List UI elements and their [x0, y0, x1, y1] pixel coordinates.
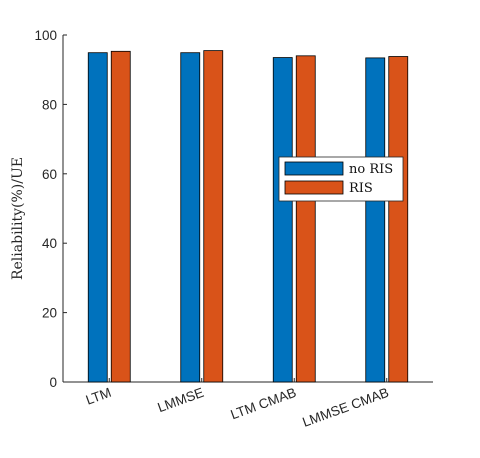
bar-ris	[110, 50, 131, 383]
bars	[87, 50, 409, 383]
bar-ris	[203, 50, 224, 383]
y-tick-label: 60	[42, 167, 57, 182]
legend-swatch	[284, 161, 344, 176]
y-tick-label: 20	[42, 306, 57, 321]
legend: no RIS RIS	[278, 156, 404, 202]
y-tick-label: 80	[42, 97, 57, 112]
y-axis-label: Reliability(%)/UE	[10, 157, 26, 280]
y-tick-label: 100	[34, 28, 57, 43]
legend-entry-label: RIS	[349, 181, 373, 196]
y-tick-label: 0	[49, 375, 57, 390]
bar-no-ris	[87, 52, 108, 383]
bar-ris	[295, 55, 316, 383]
bar-no-ris	[180, 52, 201, 383]
y-ticks: 0 20 40 60 80 100	[34, 28, 67, 390]
legend-entry-label: no RIS	[349, 162, 393, 177]
bar-no-ris	[272, 57, 293, 383]
y-tick-label: 40	[42, 236, 57, 251]
x-tick-label: LMMSE CMAB	[300, 385, 390, 430]
bar-ris	[388, 56, 409, 383]
legend-swatch	[284, 180, 344, 195]
bar-no-ris	[365, 57, 386, 383]
x-tick-label: LTM	[84, 385, 114, 408]
x-tick-label: LTM CMAB	[229, 385, 299, 423]
x-tick-label: LMMSE	[156, 385, 206, 416]
x-ticks: LTM LMMSE LTM CMAB LMMSE CMAB	[84, 378, 391, 430]
